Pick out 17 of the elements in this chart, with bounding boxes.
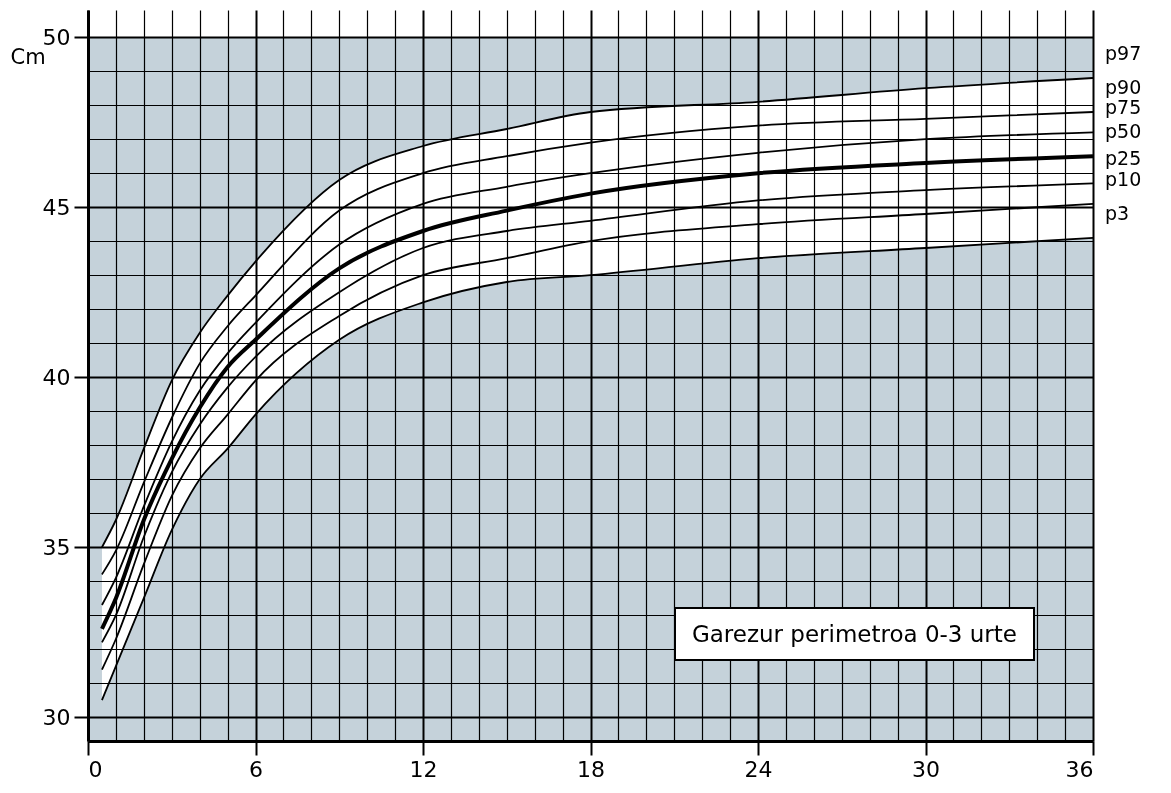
series-label: p25 [1105, 147, 1142, 170]
x-tick-label: 12 [409, 756, 438, 782]
series-label: p90 [1105, 76, 1142, 98]
annotation: Garezur perimetroa 0-3 urte [673, 607, 1035, 661]
x-tick-label: 0 [88, 756, 103, 782]
x-tick-label: 36 [1065, 756, 1094, 782]
series-label: p50 [1105, 120, 1142, 143]
x-tick-label: 30 [912, 756, 940, 782]
y-tick-label: 45 [42, 194, 71, 220]
y-tick-label: 30 [42, 704, 71, 730]
x-tick-label: 6 [249, 756, 263, 782]
series-label: p97 [1105, 42, 1142, 64]
x-tick-label: 24 [744, 756, 773, 782]
series-label: p3 [1105, 201, 1130, 224]
y-tick-label: 40 [42, 364, 71, 390]
y-tick-label: 35 [42, 534, 71, 560]
x-tick-label: 18 [577, 756, 605, 782]
